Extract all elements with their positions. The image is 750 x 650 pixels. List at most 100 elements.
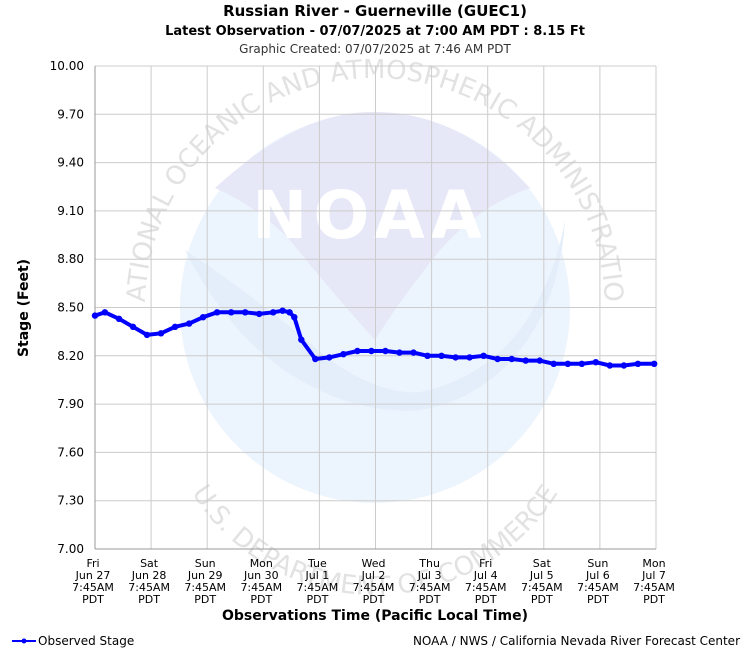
x-tick-label-time: 7:45AM	[409, 581, 451, 594]
x-tick-label-day: Wed	[362, 557, 386, 570]
data-point	[143, 331, 151, 339]
x-tick-label-day: Fri	[479, 557, 492, 570]
x-tick-label-day: Mon	[250, 557, 273, 570]
x-tick-label-day: Sat	[533, 557, 552, 570]
data-point	[256, 310, 263, 318]
x-tick-label-date: Jul 6	[585, 569, 610, 582]
x-tick-label-time: 7:45AM	[240, 581, 282, 594]
x-tick-label-time: 7:45AM	[297, 581, 339, 594]
data-point	[466, 354, 473, 361]
watermark-wave-shape	[185, 220, 565, 411]
x-tick-label-tz: PDT	[587, 593, 609, 606]
x-tick-label-tz: PDT	[194, 593, 216, 606]
data-point	[522, 357, 529, 364]
watermark-gull-shape	[215, 111, 530, 340]
x-tick-label-date: Jul 4	[473, 569, 498, 582]
data-point	[620, 362, 628, 369]
chart-title: Russian River - Guerneville (GUEC1)	[223, 2, 527, 20]
x-tick-label-tz: PDT	[475, 593, 497, 606]
data-point	[185, 320, 193, 327]
data-point	[606, 362, 613, 369]
x-tick-label-time: 7:45AM	[128, 581, 170, 594]
data-point	[578, 360, 585, 367]
data-point	[270, 309, 277, 316]
x-tick-label-date: Jun 30	[243, 569, 279, 582]
data-point	[410, 349, 417, 356]
x-tick-label-day: Sat	[140, 557, 159, 570]
x-tick-label-time: 7:45AM	[633, 581, 675, 594]
data-point	[298, 336, 305, 343]
data-point	[326, 354, 333, 361]
x-tick-label-tz: PDT	[643, 593, 665, 606]
data-point	[199, 314, 207, 321]
x-tick-label-tz: PDT	[138, 593, 160, 606]
data-point	[340, 351, 347, 358]
data-point	[354, 347, 361, 355]
data-point	[129, 323, 137, 330]
x-tick-label-time: 7:45AM	[577, 581, 619, 594]
x-tick-label-tz: PDT	[419, 593, 441, 606]
data-point	[382, 347, 389, 355]
x-tick-label-day: Thu	[418, 557, 440, 570]
data-point	[157, 330, 165, 337]
y-tick-label: 9.10	[57, 204, 84, 218]
y-axis-title: Stage (Feet)	[16, 259, 32, 357]
x-tick-label-date: Jun 27	[75, 569, 111, 582]
x-tick-label-date: Jun 28	[131, 569, 167, 582]
x-tick-label-day: Sun	[195, 557, 216, 570]
noaa-watermark-logo: NOAA NATIONAL OCEANIC AND ATMOSPHERIC AD…	[0, 0, 628, 602]
data-point	[115, 315, 123, 322]
y-tick-label: 7.60	[57, 445, 84, 459]
x-tick-label-date: Jul 1	[305, 569, 330, 582]
data-point	[494, 355, 501, 363]
y-axis-tick-labels: 7.00 7.30 7.60 7.90 8.20 8.50 8.80 9.10 9.40 9.70…	[50, 59, 84, 556]
y-tick-label: 8.80	[57, 252, 84, 266]
data-point	[228, 309, 235, 316]
x-tick-label-day: Tue	[307, 557, 327, 570]
y-tick-label: 7.90	[57, 397, 84, 411]
data-point	[592, 359, 599, 366]
legend-marker-swatch	[21, 638, 27, 644]
watermark-logo-text: NOAA	[252, 177, 488, 254]
data-point	[213, 309, 221, 316]
data-point	[550, 360, 557, 367]
x-tick-label-date: Jul 7	[641, 569, 666, 582]
data-point	[101, 309, 109, 316]
data-point	[312, 355, 319, 363]
data-point	[438, 352, 445, 359]
data-point	[424, 352, 431, 359]
data-point	[171, 323, 179, 330]
x-tick-label-tz: PDT	[82, 593, 104, 606]
x-tick-label-tz: PDT	[250, 593, 272, 606]
x-tick-label-tz: PDT	[306, 593, 328, 606]
data-point	[564, 360, 571, 367]
y-tick-label: 9.70	[57, 107, 84, 121]
data-point	[536, 357, 543, 364]
grid-lines	[94, 65, 657, 550]
graphic-created-text: Graphic Created: 07/07/2025 at 7:46 AM P…	[239, 42, 511, 56]
y-tick-label: 9.40	[57, 156, 84, 170]
observed-stage-series	[91, 307, 658, 369]
x-tick-label-tz: PDT	[363, 593, 385, 606]
data-point	[286, 309, 293, 316]
x-tick-label-day: Fri	[86, 557, 99, 570]
x-tick-label-day: Mon	[642, 557, 665, 570]
x-tick-label-time: 7:45AM	[353, 581, 395, 594]
x-tick-label-date: Jul 2	[361, 569, 386, 582]
legend-label: Observed Stage	[38, 634, 134, 648]
y-tick-label: 7.30	[57, 494, 84, 508]
